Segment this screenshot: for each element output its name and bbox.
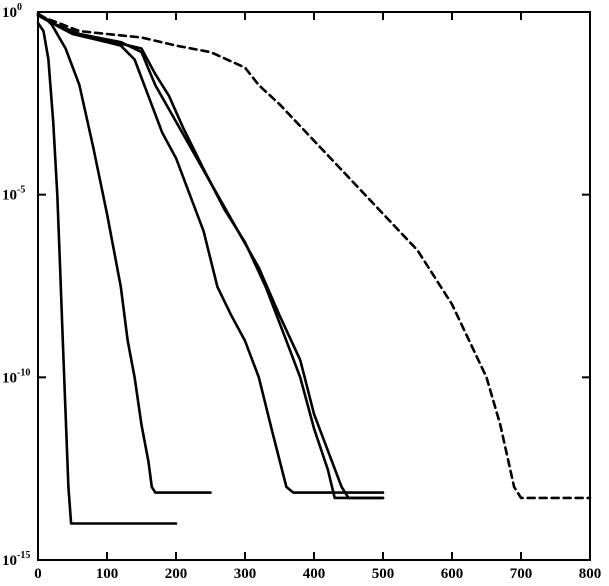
x-tick-label: 700 [510, 566, 533, 582]
x-tick-label: 400 [303, 566, 326, 582]
y-tick-label: 10-15 [2, 550, 30, 569]
series-layer [36, 12, 592, 525]
series-line-5 [36, 12, 385, 500]
x-tick-label: 200 [165, 566, 188, 582]
x-tick-label: 800 [579, 566, 602, 582]
series-line-3 [36, 14, 385, 494]
series-line-1 [36, 21, 178, 525]
series-line-6 [36, 14, 592, 500]
x-tick-label: 500 [372, 566, 395, 582]
y-tick-label: 10-10 [2, 367, 30, 386]
y-tick-label: 100 [2, 2, 22, 21]
x-tick-label: 0 [34, 566, 42, 582]
x-tick-label: 600 [441, 566, 464, 582]
x-tick-label: 100 [96, 566, 119, 582]
series-line-2 [36, 12, 212, 494]
ticks-layer [37, 11, 591, 561]
x-tick-label: 300 [234, 566, 257, 582]
y-tick-label: 10-5 [2, 185, 25, 204]
tick-labels-layer: 0 100 200 300 400 500 600 700 800 100 10-5 10-10 10-… [2, 2, 601, 582]
